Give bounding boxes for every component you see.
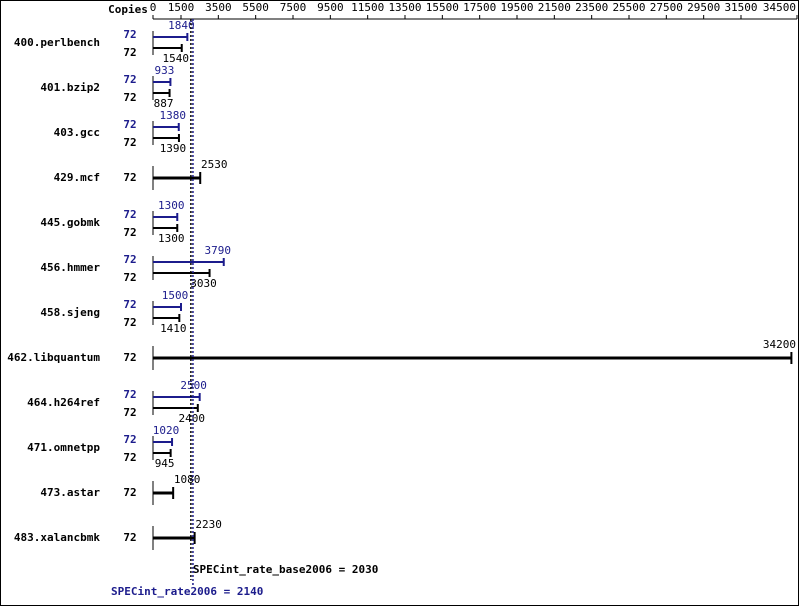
value-label: 1300 [158,199,185,212]
copies: 72 [123,433,136,446]
benchmark-name: 401.bzip2 [40,81,100,94]
value-label: 2530 [201,158,228,171]
reference-label: SPECint_rate_base2006 = 2030 [193,563,378,576]
copies: 72 [123,226,136,239]
copies: 72 [123,271,136,284]
x-tick-label: 17500 [463,1,496,14]
x-tick-label: 34500 [763,1,796,14]
benchmark-name: 483.xalancbmk [14,531,100,544]
benchmark-name: 458.sjeng [40,306,100,319]
copies: 72 [123,486,136,499]
x-tick-label: 5500 [242,1,269,14]
value-label: 3790 [204,244,231,257]
copies: 72 [123,451,136,464]
reference-label: SPECint_rate2006 = 2140 [111,585,263,598]
benchmark-name: 403.gcc [54,126,100,139]
value-label: 34200 [763,338,796,351]
value-label: 1390 [160,142,187,155]
x-tick-label: 15500 [426,1,459,14]
value-label: 1380 [160,109,187,122]
x-tick-label: 3500 [205,1,232,14]
value-label: 2500 [180,379,207,392]
copies: 72 [123,531,136,544]
copies: 72 [123,298,136,311]
x-tick-label: 11500 [351,1,384,14]
copies-header: Copies [108,3,148,16]
value-label: 1080 [174,473,201,486]
x-tick-label: 13500 [388,1,421,14]
copies: 72 [123,28,136,41]
copies: 72 [123,73,136,86]
x-tick-label: 29500 [687,1,720,14]
x-tick-label: 1500 [168,1,195,14]
benchmark-name: 473.astar [40,486,100,499]
value-label: 1300 [158,232,185,245]
copies: 72 [123,351,136,364]
value-label: 3030 [190,277,217,290]
x-tick-label: 27500 [650,1,683,14]
x-tick-label: 19500 [500,1,533,14]
benchmark-name: 445.gobmk [40,216,100,229]
copies: 72 [123,388,136,401]
copies: 72 [123,91,136,104]
value-label: 2400 [179,412,206,425]
x-tick-label: 9500 [317,1,344,14]
copies: 72 [123,406,136,419]
benchmark-name: 400.perlbench [14,36,100,49]
copies: 72 [123,46,136,59]
value-label: 945 [155,457,175,470]
x-tick-label: 0 [150,1,157,14]
value-label: 1840 [168,19,195,32]
benchmark-name: 462.libquantum [7,351,100,364]
x-tick-label: 31500 [724,1,757,14]
copies: 72 [123,136,136,149]
copies: 72 [123,118,136,131]
value-label: 933 [154,64,174,77]
value-label: 1020 [153,424,180,437]
value-label: 1500 [162,289,189,302]
value-label: 887 [154,97,174,110]
value-label: 2230 [195,518,222,531]
copies: 72 [123,316,136,329]
x-tick-label: 23500 [575,1,608,14]
x-tick-label: 21500 [538,1,571,14]
benchmark-name: 429.mcf [54,171,100,184]
copies: 72 [123,208,136,221]
value-label: 1540 [162,52,189,65]
benchmark-name: 464.h264ref [27,396,100,409]
benchmark-name: 456.hmmer [40,261,100,274]
value-label: 1410 [160,322,187,335]
copies: 72 [123,253,136,266]
x-tick-label: 25500 [612,1,645,14]
x-tick-label: 7500 [280,1,307,14]
copies: 72 [123,171,136,184]
benchmark-name: 471.omnetpp [27,441,100,454]
